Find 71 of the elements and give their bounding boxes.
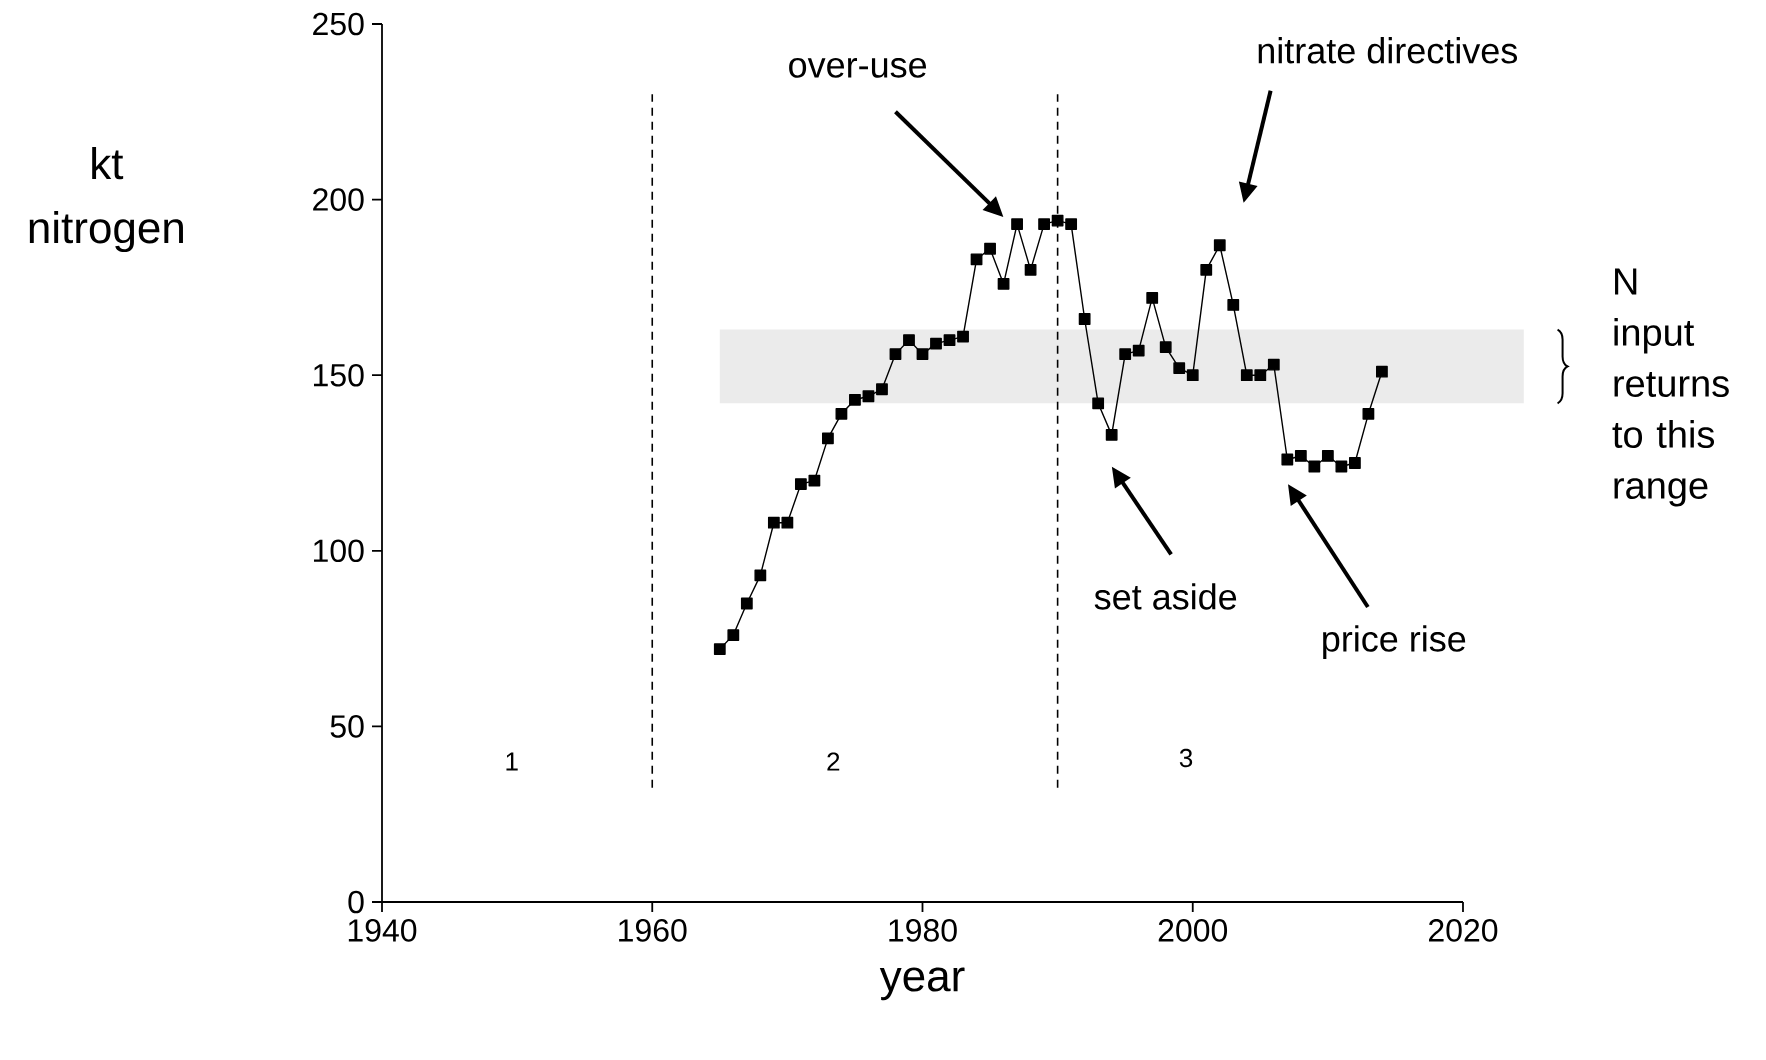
point xyxy=(1308,460,1321,473)
annotation: 1 xyxy=(506,752,518,771)
point xyxy=(957,330,969,343)
point xyxy=(1335,460,1348,473)
annotation: set aside xyxy=(1094,583,1237,610)
point xyxy=(754,569,767,582)
y-tick-label: 250 xyxy=(313,12,364,36)
point xyxy=(1065,218,1078,231)
point xyxy=(781,516,794,529)
point xyxy=(862,390,875,403)
point xyxy=(916,348,929,361)
point xyxy=(1348,457,1361,469)
annotation: 3 xyxy=(1179,748,1193,768)
point xyxy=(1011,218,1023,231)
point xyxy=(835,407,848,420)
x-tick-label: 1960 xyxy=(619,919,687,942)
annotation: price rise xyxy=(1323,625,1466,659)
point xyxy=(740,597,753,610)
point xyxy=(876,383,888,396)
y-axis-title: kt nitrogen xyxy=(29,147,183,253)
point xyxy=(767,516,780,529)
y-tick-label: 0 xyxy=(348,890,364,914)
point xyxy=(970,253,983,266)
annotation: over-use xyxy=(789,58,927,78)
point xyxy=(1227,299,1240,311)
point xyxy=(713,643,726,656)
y-tick-label: 150 xyxy=(313,363,364,387)
point xyxy=(1078,313,1091,325)
y-tick-label: 50 xyxy=(330,715,364,738)
point xyxy=(1267,358,1280,371)
point xyxy=(930,337,942,350)
point xyxy=(903,334,915,346)
annotation: nitrate directives xyxy=(1258,37,1518,64)
point xyxy=(1119,348,1132,361)
point xyxy=(1051,214,1064,227)
point xyxy=(822,432,834,445)
y-tick-label: 100 xyxy=(313,539,364,563)
point xyxy=(1254,369,1267,382)
point xyxy=(997,277,1010,290)
point xyxy=(1132,344,1145,357)
point xyxy=(1321,450,1334,462)
point xyxy=(1376,365,1388,378)
point xyxy=(984,242,996,255)
point xyxy=(1281,453,1294,466)
point xyxy=(1362,407,1375,420)
point xyxy=(1186,369,1199,382)
y-tick-label: 200 xyxy=(313,188,364,211)
point xyxy=(1038,218,1050,231)
point xyxy=(1146,292,1159,304)
point xyxy=(1092,397,1105,410)
x-tick-label: 1980 xyxy=(889,919,957,942)
point xyxy=(1024,263,1037,276)
x-tick-label: 2020 xyxy=(1429,919,1498,942)
x-tick-label: 2000 xyxy=(1158,919,1228,942)
band-label: N input returns to this range xyxy=(1612,268,1729,507)
x-tick-label: 1940 xyxy=(348,919,417,942)
point xyxy=(1105,429,1118,441)
point xyxy=(1173,362,1186,375)
point xyxy=(808,474,821,487)
point xyxy=(794,478,807,490)
point xyxy=(889,348,902,361)
point xyxy=(1159,341,1172,353)
point xyxy=(849,393,861,406)
x-axis-title: year xyxy=(879,967,965,1001)
annotation: 2 xyxy=(827,752,840,771)
point xyxy=(727,629,740,641)
point xyxy=(1200,263,1213,276)
point xyxy=(1213,239,1226,252)
point xyxy=(943,334,956,346)
point xyxy=(1240,369,1253,382)
point xyxy=(1294,450,1307,462)
